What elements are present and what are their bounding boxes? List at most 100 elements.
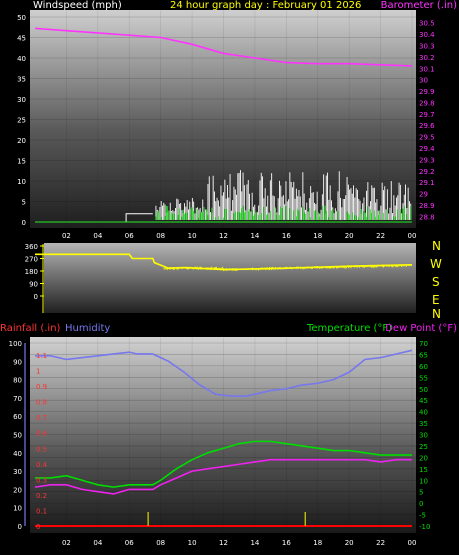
- humidity-line: [35, 349, 413, 397]
- humidity-tick-label: 50: [13, 432, 22, 440]
- humidity-tick-label: 0: [18, 523, 22, 531]
- weather-panel-background: [30, 337, 416, 533]
- rain-tick-label: 0.9: [36, 383, 47, 391]
- barometer-tick-label: 28.8: [419, 213, 435, 221]
- barometer-label: Barometer (.in): [381, 0, 457, 11]
- weather-x-tick-label: 12: [219, 539, 228, 547]
- humidity-tick-label: 40: [13, 450, 22, 458]
- barometer-line: [34, 27, 413, 67]
- rain-tick-label: 0.7: [36, 414, 47, 422]
- humidity-label: Humidity: [65, 323, 110, 334]
- wind-y-tick-label: 15: [17, 158, 26, 166]
- wind-x-tick-label: 08: [156, 232, 165, 240]
- weather-x-tick-label: 20: [345, 539, 354, 547]
- windspeed-label: Windspeed (mph): [33, 0, 122, 11]
- direction-tick-label: 90: [29, 281, 38, 289]
- wind-y-tick-label: 10: [17, 178, 26, 186]
- rain-tick-label: 0: [36, 523, 40, 531]
- wind-x-tick-label: 16: [282, 232, 291, 240]
- wind-y-tick-label: 35: [17, 76, 26, 84]
- wind-x-tick-label: 14: [250, 232, 259, 240]
- dewpoint-line: [34, 458, 412, 495]
- wind-y-tick-label: 20: [17, 137, 26, 145]
- barometer-tick-label: 29.3: [419, 156, 435, 164]
- wind-y-tick-label: 50: [17, 14, 26, 22]
- wind-panel-background: [30, 10, 416, 228]
- wind-x-tick-label: 12: [219, 232, 228, 240]
- rain-tick-label: 0.6: [36, 430, 48, 438]
- compass-e: E: [432, 293, 440, 307]
- compass-n-top: N: [432, 239, 441, 253]
- wind-direction-line: [35, 253, 413, 271]
- barometer-tick-label: 29.7: [419, 111, 435, 119]
- barometer-tick-label: 30.4: [419, 31, 435, 39]
- dewpoint-label: Dew Point (°F): [385, 323, 457, 334]
- temperature-label: Temperature (°F): [306, 323, 392, 334]
- weather-x-tick-label: 18: [313, 539, 322, 547]
- temperature-tick-label: 65: [419, 351, 428, 359]
- temperature-tick-label: 15: [419, 466, 428, 474]
- weather-x-tick-label: 02: [62, 539, 71, 547]
- weather-x-tick-label: 00: [408, 539, 417, 547]
- temperature-tick-label: 35: [419, 420, 428, 428]
- wind-y-tick-label: 0: [22, 219, 26, 227]
- weather-x-tick-label: 14: [250, 539, 259, 547]
- wind-x-tick-label: 04: [93, 232, 102, 240]
- temperature-line: [35, 440, 412, 488]
- temperature-tick-label: 40: [419, 409, 428, 417]
- wind-x-tick-label: 06: [125, 232, 134, 240]
- weather-x-tick-label: 06: [125, 539, 134, 547]
- rain-tick-label: 0.4: [36, 461, 48, 469]
- weather-x-tick-label: 08: [156, 539, 165, 547]
- temperature-tick-label: 5: [419, 489, 423, 497]
- compass-w: W: [430, 257, 442, 271]
- barometer-tick-label: 29.4: [419, 145, 435, 153]
- barometer-tick-label: 30.1: [419, 65, 435, 73]
- barometer-tick-label: 29.2: [419, 168, 435, 176]
- humidity-tick-label: 20: [13, 486, 22, 494]
- wind-y-tick-label: 45: [17, 35, 26, 43]
- humidity-tick-label: 90: [13, 358, 22, 366]
- barometer-tick-label: 29: [419, 191, 428, 199]
- wind-y-tick-label: 30: [17, 96, 26, 104]
- temperature-tick-label: 60: [419, 363, 428, 371]
- rain-tick-label: 0.1: [36, 507, 47, 515]
- wind-x-tick-label: 22: [376, 232, 385, 240]
- rain-tick-label: 1.1: [36, 352, 47, 360]
- weather-x-tick-label: 16: [282, 539, 291, 547]
- direction-tick-label: 180: [25, 268, 38, 276]
- humidity-tick-label: 60: [13, 413, 22, 421]
- humidity-tick-label: 30: [13, 468, 22, 476]
- direction-tick-label: 270: [25, 256, 38, 264]
- wind-y-tick-label: 40: [17, 55, 26, 63]
- humidity-tick-label: 100: [9, 340, 22, 348]
- weather-x-tick-label: 04: [93, 539, 102, 547]
- barometer-tick-label: 28.9: [419, 202, 435, 210]
- wind-x-tick-label: 10: [188, 232, 197, 240]
- temperature-tick-label: 10: [419, 477, 428, 485]
- rain-tick-label: 1: [36, 368, 40, 376]
- compass-n-bottom: N: [432, 307, 441, 321]
- temperature-tick-label: -5: [419, 512, 426, 520]
- barometer-tick-label: 30: [419, 77, 428, 85]
- wind-x-tick-label: 20: [345, 232, 354, 240]
- temperature-tick-label: 45: [419, 397, 428, 405]
- temperature-tick-label: 55: [419, 374, 428, 382]
- direction-panel-background: [44, 243, 416, 313]
- humidity-tick-label: 10: [13, 505, 22, 513]
- barometer-tick-label: 29.6: [419, 122, 435, 130]
- weather-x-tick-label: 10: [188, 539, 197, 547]
- rain-tick-label: 0.3: [36, 476, 47, 484]
- barometer-tick-label: 30.2: [419, 54, 435, 62]
- rainfall-label: Rainfall (.in): [0, 323, 61, 334]
- rain-tick-label: 0.8: [36, 399, 47, 407]
- barometer-tick-label: 30.3: [419, 42, 435, 50]
- barometer-tick-label: 29.1: [419, 179, 435, 187]
- compass-s: S: [432, 275, 440, 289]
- humidity-tick-label: 70: [13, 395, 22, 403]
- temperature-tick-label: 20: [419, 454, 428, 462]
- temperature-tick-label: 25: [419, 443, 428, 451]
- rain-tick-label: 0.5: [36, 445, 47, 453]
